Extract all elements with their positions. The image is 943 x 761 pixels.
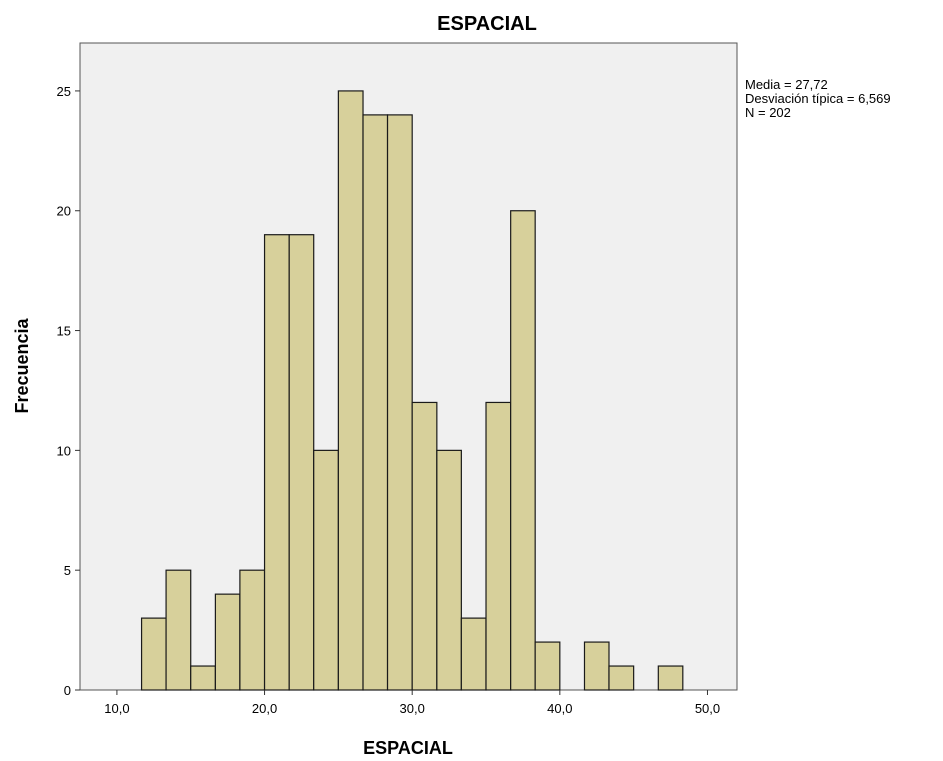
histogram-bar (362, 114, 389, 691)
y-axis: 0 5 10 15 20 25 (57, 84, 80, 698)
histogram-bar (386, 114, 413, 691)
x-tick-label: 30,0 (400, 701, 425, 716)
x-tick-label: 10,0 (104, 701, 129, 716)
y-tick-label: 25 (57, 84, 71, 99)
x-tick-label: 20,0 (252, 701, 277, 716)
y-tick-label: 5 (64, 563, 71, 578)
histogram-bar (411, 401, 438, 691)
y-tick-label: 10 (57, 443, 71, 458)
stat-std-dev: Desviación típica = 6,569 (745, 91, 891, 106)
histogram-bar (485, 401, 512, 691)
histogram-bar (313, 449, 339, 691)
y-axis-title: Frecuencia (12, 317, 32, 413)
histogram-bar (190, 665, 216, 691)
histogram-bar (534, 641, 561, 691)
histogram-bar (263, 234, 290, 691)
histogram-bar (460, 617, 487, 691)
histogram-bar (165, 569, 192, 691)
histogram-bar (288, 234, 315, 691)
histogram-bar (239, 569, 266, 691)
histogram-bar (657, 665, 684, 691)
histogram-bar (510, 210, 536, 691)
x-axis-title: ESPACIAL (363, 738, 453, 758)
y-tick-label: 0 (64, 683, 71, 698)
histogram-bar (608, 665, 635, 691)
y-tick-label: 15 (57, 324, 71, 339)
chart-title: ESPACIAL (437, 13, 537, 35)
histogram-bar (337, 90, 364, 691)
x-tick-label: 40,0 (547, 701, 572, 716)
y-tick-label: 20 (57, 204, 71, 219)
x-tick-label: 50,0 (695, 701, 720, 716)
histogram-bar (140, 617, 167, 691)
x-axis: 10,0 20,0 30,0 40,0 50,0 (104, 690, 720, 716)
stat-n: N = 202 (745, 105, 791, 120)
bars-group (140, 90, 684, 691)
histogram-bar (436, 449, 462, 691)
histogram-bar (583, 641, 610, 691)
histogram-bar (214, 593, 241, 691)
stat-mean: Media = 27,72 (745, 77, 828, 92)
